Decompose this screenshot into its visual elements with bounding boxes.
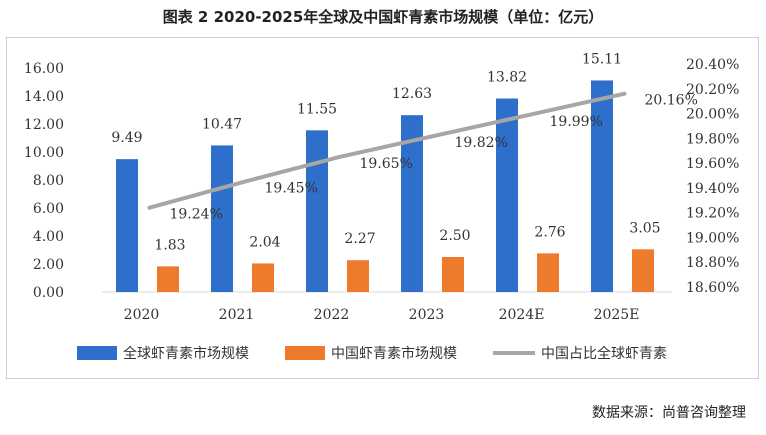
bar-global <box>401 115 423 293</box>
bar-china-label: 1.83 <box>154 237 185 253</box>
bar-china-label: 2.04 <box>249 234 280 250</box>
bar-china-label: 2.50 <box>439 228 470 244</box>
y-right-tick-label: 19.40% <box>686 181 739 197</box>
bar-global <box>591 80 613 293</box>
bar-global-label: 11.55 <box>297 101 337 117</box>
bar-global-label: 12.63 <box>392 86 432 102</box>
x-tick-label: 2025E <box>594 307 640 323</box>
bar-china <box>442 257 464 292</box>
y-left-tick-label: 14.00 <box>24 89 64 105</box>
y-left-tick-label: 16.00 <box>24 61 64 77</box>
y-left-tick-label: 10.00 <box>24 145 64 161</box>
bar-china <box>632 249 654 292</box>
chart-title: 图表 2 2020-2025年全球及中国虾青素市场规模（单位：亿元） <box>162 8 604 26</box>
share-point-label: 19.82% <box>455 135 508 151</box>
share-point-label: 19.45% <box>265 181 318 197</box>
bar-china <box>537 253 559 292</box>
legend-label-global: 全球虾青素市场规模 <box>123 345 249 362</box>
y-right-tick-label: 20.20% <box>686 82 739 98</box>
bar-global-label: 9.49 <box>111 130 142 146</box>
y-right-tick-label: 19.80% <box>686 131 739 147</box>
y-right-tick-label: 19.20% <box>686 206 739 222</box>
y-right-tick-label: 20.40% <box>686 57 739 73</box>
y-right-tick-label: 20.00% <box>686 107 739 123</box>
chart-canvas: 0.00 2.00 4.00 6.00 8.00 10.00 12.00 14.00 16.00… <box>24 51 739 362</box>
share-point-label: 19.65% <box>360 156 413 172</box>
bar-china-label: 2.27 <box>344 231 375 247</box>
x-tick-label: 2022 <box>314 307 350 323</box>
y-left-tick-label: 4.00 <box>33 229 64 245</box>
legend-swatch-china <box>285 346 325 360</box>
bar-china-label: 2.76 <box>534 224 565 240</box>
y-right-tick-label: 19.00% <box>686 230 739 246</box>
x-tick-label: 2020 <box>124 307 160 323</box>
y-left-tick-label: 6.00 <box>33 201 64 217</box>
bar-china <box>157 266 179 292</box>
y-right-tick-label: 18.60% <box>686 280 739 296</box>
x-tick-label: 2023 <box>409 307 445 323</box>
bar-global-label: 10.47 <box>202 116 242 132</box>
bar-china <box>347 260 369 292</box>
share-point-label: 19.99% <box>550 114 603 130</box>
y-left-tick-label: 0.00 <box>33 285 64 301</box>
bar-china <box>252 263 274 292</box>
share-point-label: 20.16% <box>645 93 698 109</box>
bar-global <box>116 159 138 292</box>
y-right-tick-label: 18.80% <box>686 255 739 271</box>
bar-global <box>496 98 518 292</box>
bar-china-label: 3.05 <box>629 220 660 236</box>
x-tick-label: 2024E <box>499 307 545 323</box>
legend-label-china: 中国虾青素市场规模 <box>331 345 457 362</box>
legend-label-share: 中国占比全球虾青素 <box>541 345 667 362</box>
share-point-label: 19.24% <box>170 207 223 223</box>
bar-global-label: 15.11 <box>582 51 622 67</box>
y-left-tick-label: 8.00 <box>33 173 64 189</box>
source-note: 数据来源：尚普咨询整理 <box>592 405 746 421</box>
bar-global-label: 13.82 <box>487 70 527 86</box>
y-left-tick-label: 2.00 <box>33 257 64 273</box>
bar-global <box>211 145 233 292</box>
bar-global <box>306 130 328 292</box>
y-left-tick-label: 12.00 <box>24 117 64 133</box>
share-line <box>147 91 627 210</box>
chart-frame: 0.00 2.00 4.00 6.00 8.00 10.00 12.00 14.00 16.00… <box>6 37 759 379</box>
legend-swatch-global <box>77 346 117 360</box>
x-tick-label: 2021 <box>219 307 255 323</box>
y-right-tick-label: 19.60% <box>686 156 739 172</box>
